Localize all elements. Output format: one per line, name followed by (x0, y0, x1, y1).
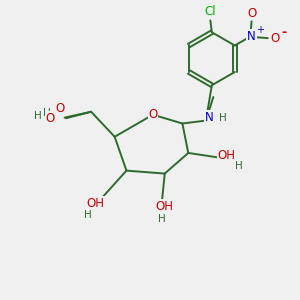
Text: OH: OH (156, 200, 174, 213)
Text: O: O (247, 7, 256, 20)
Text: H: H (235, 160, 243, 171)
Text: Cl: Cl (205, 4, 216, 18)
Text: -: - (281, 26, 286, 39)
Text: OH: OH (218, 149, 236, 162)
Text: O: O (271, 32, 280, 45)
Text: H: H (46, 111, 54, 121)
Text: H: H (219, 113, 227, 123)
Text: O: O (56, 102, 65, 115)
Text: O: O (148, 108, 158, 121)
Text: O: O (45, 112, 55, 125)
Text: +: + (256, 25, 264, 35)
Text: H: H (43, 108, 51, 118)
Text: H: H (158, 214, 166, 224)
Text: H: H (84, 210, 92, 220)
Text: N: N (205, 110, 213, 124)
Text: OH: OH (86, 196, 104, 209)
Text: H: H (34, 111, 42, 121)
Text: N: N (247, 30, 256, 43)
